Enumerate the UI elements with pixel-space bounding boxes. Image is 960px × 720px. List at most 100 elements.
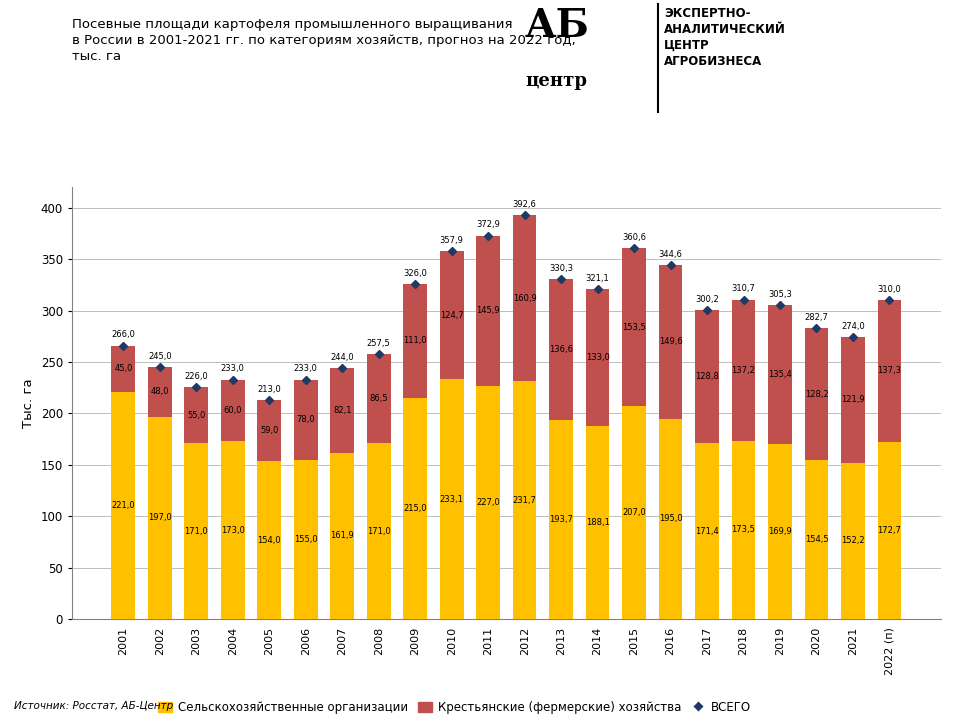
Text: 233,0: 233,0 <box>294 364 318 374</box>
Text: ab-centre.ru: ab-centre.ru <box>752 90 834 103</box>
Text: 55,0: 55,0 <box>187 410 205 420</box>
Bar <box>148 367 172 417</box>
Y-axis label: Тыс. га: Тыс. га <box>22 379 36 428</box>
Bar <box>440 379 464 619</box>
Text: 321,1: 321,1 <box>586 274 610 283</box>
Bar <box>111 346 135 392</box>
Text: 188,1: 188,1 <box>586 518 610 527</box>
Text: тыс. га: тыс. га <box>72 50 121 63</box>
Bar <box>549 279 573 420</box>
Text: центр: центр <box>526 72 588 90</box>
Bar <box>513 381 537 619</box>
Text: 274,0: 274,0 <box>841 323 865 331</box>
Bar <box>549 420 573 619</box>
Text: 326,0: 326,0 <box>403 269 427 278</box>
Text: 128,8: 128,8 <box>695 372 719 381</box>
Bar <box>221 441 245 619</box>
Legend: Сельскохозяйственные организации, Крестьянские (фермерские) хозяйства, ВСЕГО: Сельскохозяйственные организации, Кресть… <box>154 696 756 719</box>
Text: 171,4: 171,4 <box>695 526 719 536</box>
Text: 226,0: 226,0 <box>184 372 208 381</box>
Text: 48,0: 48,0 <box>151 387 169 397</box>
Text: 193,7: 193,7 <box>549 515 573 524</box>
Text: 360,6: 360,6 <box>622 233 646 242</box>
Text: ЦЕНТР: ЦЕНТР <box>664 39 710 52</box>
Text: 173,0: 173,0 <box>221 526 245 535</box>
Text: ЭКСПЕРТНО-: ЭКСПЕРТНО- <box>664 7 751 20</box>
Bar <box>586 289 610 426</box>
Text: 310,0: 310,0 <box>877 285 901 294</box>
Bar <box>403 398 427 619</box>
Bar <box>659 265 683 418</box>
Text: 152,2: 152,2 <box>841 536 865 546</box>
Text: 197,0: 197,0 <box>148 513 172 523</box>
Bar <box>804 460 828 619</box>
Text: 155,0: 155,0 <box>294 535 318 544</box>
Text: 136,6: 136,6 <box>549 345 573 354</box>
Text: 60,0: 60,0 <box>224 406 242 415</box>
Text: 392,6: 392,6 <box>513 200 537 210</box>
Text: в России в 2001-2021 гг. по категориям хозяйств, прогноз на 2022 год,: в России в 2001-2021 гг. по категориям х… <box>72 34 576 47</box>
Bar <box>732 441 756 619</box>
Text: 233,0: 233,0 <box>221 364 245 374</box>
Text: 266,0: 266,0 <box>111 330 135 339</box>
Bar <box>111 392 135 619</box>
Text: 124,7: 124,7 <box>440 311 464 320</box>
Text: 172,7: 172,7 <box>877 526 901 535</box>
Text: АБ: АБ <box>524 7 589 45</box>
Text: 207,0: 207,0 <box>622 508 646 517</box>
Text: 213,0: 213,0 <box>257 385 281 394</box>
Text: 78,0: 78,0 <box>297 415 315 424</box>
Bar <box>476 386 500 619</box>
Bar <box>804 328 828 460</box>
Text: 215,0: 215,0 <box>403 504 427 513</box>
Text: 161,9: 161,9 <box>330 531 354 541</box>
Bar <box>841 463 865 619</box>
Text: 233,1: 233,1 <box>440 495 464 504</box>
Bar <box>330 453 354 619</box>
Bar <box>184 444 208 619</box>
Text: 137,2: 137,2 <box>732 366 756 374</box>
Bar <box>367 444 391 619</box>
Text: 305,3: 305,3 <box>768 290 792 299</box>
Bar <box>403 284 427 398</box>
Text: 282,7: 282,7 <box>804 313 828 323</box>
Text: 227,0: 227,0 <box>476 498 500 507</box>
Text: АГРОБИЗНЕСА: АГРОБИЗНЕСА <box>664 55 762 68</box>
Text: 135,4: 135,4 <box>768 370 792 379</box>
Bar <box>513 215 537 381</box>
Bar <box>294 460 318 619</box>
Text: 245,0: 245,0 <box>148 352 172 361</box>
Text: Посевные площади картофеля промышленного выращивания: Посевные площади картофеля промышленного… <box>72 18 513 31</box>
Bar <box>622 248 646 406</box>
Bar <box>330 368 354 453</box>
Bar <box>732 300 756 441</box>
Bar <box>257 400 281 461</box>
Bar <box>440 251 464 379</box>
Text: АНАЛИТИЧЕСКИЙ: АНАЛИТИЧЕСКИЙ <box>664 23 786 36</box>
Bar <box>184 387 208 444</box>
Bar <box>877 300 901 441</box>
Bar <box>695 443 719 619</box>
Bar <box>221 379 245 441</box>
Text: 149,6: 149,6 <box>659 337 683 346</box>
Text: 145,9: 145,9 <box>476 306 500 315</box>
Text: Источник: Росстат, АБ-Центр: Источник: Росстат, АБ-Центр <box>14 701 174 711</box>
Text: 153,5: 153,5 <box>622 323 646 332</box>
Bar <box>586 426 610 619</box>
Bar <box>695 310 719 443</box>
Bar <box>768 444 792 619</box>
Text: 137,3: 137,3 <box>877 366 901 375</box>
Text: 154,0: 154,0 <box>257 536 281 544</box>
Text: 82,1: 82,1 <box>333 406 351 415</box>
Bar <box>877 441 901 619</box>
Text: 300,2: 300,2 <box>695 295 719 305</box>
Text: 195,0: 195,0 <box>659 514 683 523</box>
Text: 330,3: 330,3 <box>549 264 573 274</box>
Text: 154,5: 154,5 <box>804 535 828 544</box>
Text: 231,7: 231,7 <box>513 495 537 505</box>
Text: 133,0: 133,0 <box>586 353 610 362</box>
Text: 244,0: 244,0 <box>330 353 354 362</box>
Bar <box>476 235 500 386</box>
Bar <box>622 406 646 619</box>
Text: 221,0: 221,0 <box>111 501 135 510</box>
